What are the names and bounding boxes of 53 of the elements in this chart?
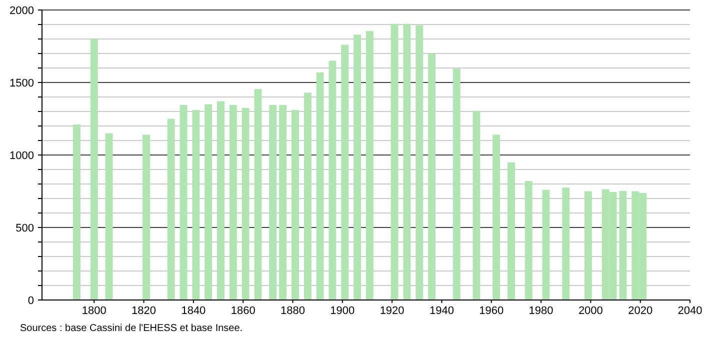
bar (90, 39, 98, 300)
bar (73, 124, 80, 300)
bar (304, 92, 312, 300)
bar (180, 104, 188, 300)
x-tick-label: 1940 (429, 305, 454, 317)
y-tick-label: 1000 (10, 150, 34, 162)
source-note: Sources : base Cassini de l'EHESS et base Insee. (20, 323, 243, 334)
bar (328, 60, 336, 300)
x-tick-label: 1800 (82, 305, 106, 317)
bar (341, 44, 349, 300)
bar (366, 31, 374, 300)
bar (269, 104, 277, 300)
x-tick-label: 1880 (280, 305, 305, 317)
bar (242, 108, 250, 300)
x-tick-label: 2040 (678, 305, 702, 317)
x-tick-label: 1860 (230, 305, 256, 317)
y-tick-label: 500 (16, 222, 34, 234)
bar (105, 133, 113, 300)
x-tick-label: 1820 (132, 305, 156, 317)
bar (192, 110, 200, 300)
bar (584, 191, 592, 300)
x-tick-label: 1840 (181, 305, 206, 317)
bar (542, 190, 550, 300)
bar (492, 134, 500, 300)
bar (403, 24, 411, 300)
y-tick-label: 1500 (10, 77, 34, 90)
y-tick-label: 0 (28, 294, 34, 307)
x-tick-label: 1900 (330, 305, 355, 317)
bar (279, 104, 287, 300)
bar (524, 181, 532, 300)
x-tick-label: 1960 (479, 305, 504, 317)
bar (292, 110, 299, 300)
x-tick-label: 1980 (528, 305, 554, 317)
bar (204, 104, 212, 300)
bar (452, 68, 460, 300)
x-tick-label: 2000 (578, 305, 603, 317)
bar (472, 110, 480, 300)
bar (508, 162, 515, 300)
bar (428, 54, 436, 300)
bar (229, 104, 237, 300)
bar (142, 134, 150, 300)
x-tick-label: 1920 (380, 305, 404, 317)
bar (562, 188, 570, 300)
bar (167, 118, 175, 300)
bar (316, 72, 324, 300)
bar (354, 34, 362, 300)
bar (254, 89, 262, 300)
bar (619, 190, 627, 300)
bar (416, 25, 424, 300)
y-tick-label: 2000 (10, 4, 34, 17)
bar (390, 24, 398, 300)
bar (217, 101, 224, 300)
x-tick-label: 2020 (628, 305, 653, 317)
